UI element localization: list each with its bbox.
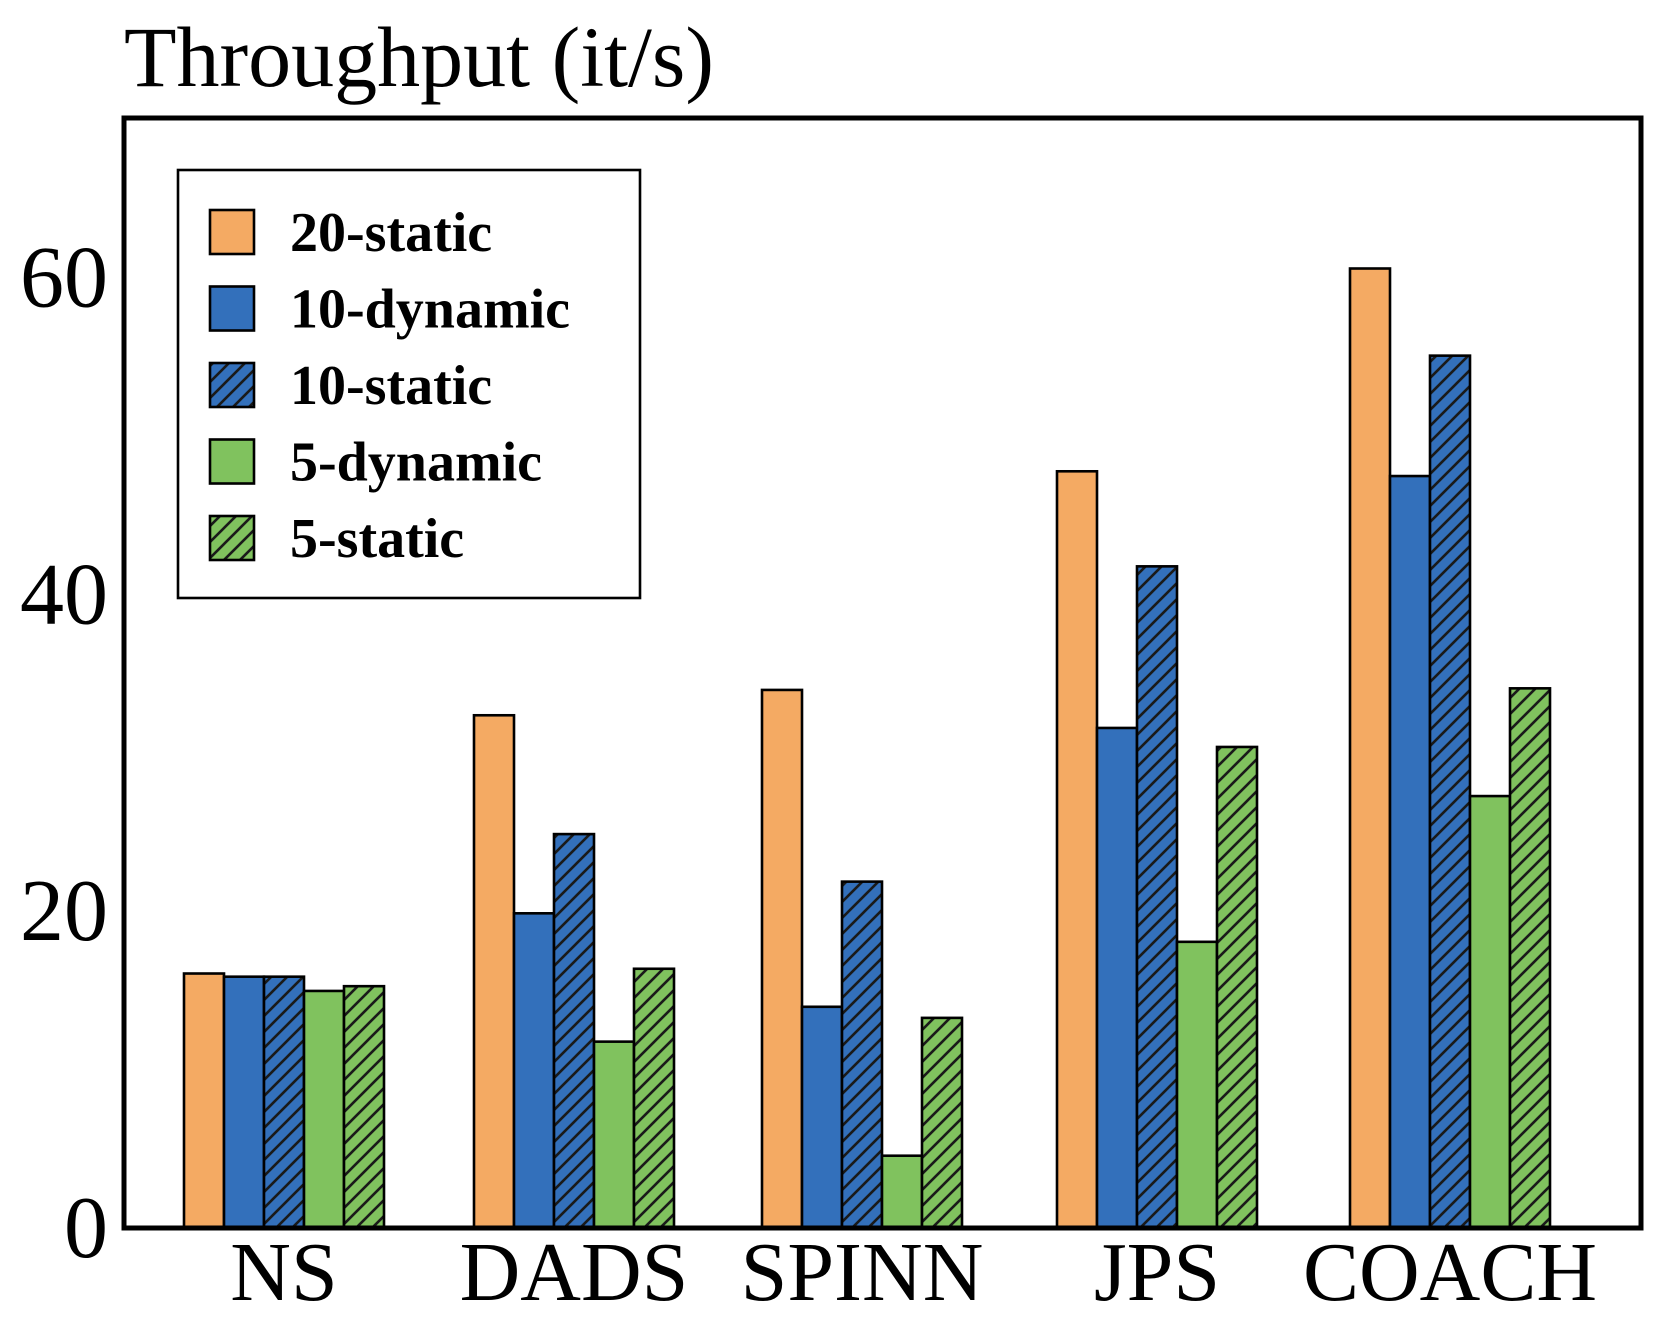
x-tick-label-spinn: SPINN — [741, 1226, 984, 1319]
bar-jps-5-dynamic — [1175, 940, 1219, 1229]
legend-label-10-static: 10-static — [290, 355, 492, 417]
bar-jps-20-static — [1055, 469, 1099, 1229]
bar-coach-10-static — [1428, 354, 1472, 1229]
y-tick-label: 60 — [20, 229, 108, 326]
x-tick-label-dads: DADS — [460, 1226, 689, 1319]
bar-dads-10-dynamic — [512, 912, 556, 1229]
bar-coach-5-dynamic — [1468, 794, 1512, 1229]
bar-jps-5-static — [1215, 745, 1259, 1229]
bar-spinn-10-dynamic — [800, 1005, 844, 1229]
legend-swatch-5-dynamic — [208, 438, 256, 485]
y-tick-label: 40 — [20, 546, 108, 643]
y-tick-label: 0 — [64, 1180, 108, 1277]
bar-coach-10-dynamic — [1388, 474, 1432, 1229]
bars — [182, 267, 1552, 1229]
x-tick-label-ns: NS — [230, 1226, 337, 1319]
legend-label-5-dynamic: 5-dynamic — [290, 432, 542, 494]
legend-swatch-10-dynamic — [208, 285, 256, 332]
legend-swatch-20-static — [208, 208, 256, 256]
bar-ns-10-static — [262, 975, 306, 1229]
bar-ns-5-dynamic — [302, 989, 346, 1229]
legend-swatch-10-static — [208, 361, 256, 409]
bar-dads-5-dynamic — [592, 1040, 636, 1229]
plot-frame — [121, 115, 1644, 1231]
bar-coach-5-static — [1508, 687, 1552, 1229]
bar-ns-10-dynamic — [222, 975, 266, 1229]
legend-label-5-static: 5-static — [290, 508, 464, 570]
bar-spinn-10-static — [840, 880, 884, 1229]
bar-ns-5-static — [342, 984, 386, 1229]
x-tick-label-jps: JPS — [1094, 1226, 1220, 1319]
bar-jps-10-static — [1135, 565, 1179, 1229]
legend: 20-static 10-dynamic 10-static 5-dynamic 5-s… — [176, 168, 642, 600]
x-axis-ticks: NS DADS SPINN JPS COACH — [230, 1226, 1597, 1319]
bar-dads-20-static — [472, 713, 516, 1229]
bar-jps-10-dynamic — [1095, 726, 1139, 1229]
bar-dads-10-static — [552, 832, 596, 1229]
bar-spinn-20-static — [760, 688, 804, 1229]
bar-spinn-5-dynamic — [880, 1154, 924, 1229]
legend-label-20-static: 20-static — [290, 202, 492, 264]
y-axis-ticks: 0 20 40 60 — [20, 229, 108, 1277]
bar-ns-20-static — [182, 972, 226, 1229]
x-tick-label-coach: COACH — [1303, 1226, 1597, 1319]
bar-spinn-5-static — [920, 1016, 964, 1229]
bar-coach-20-static — [1348, 267, 1392, 1229]
y-tick-label: 20 — [20, 863, 108, 960]
bar-dads-5-static — [632, 967, 676, 1229]
legend-swatch-5-static — [208, 514, 256, 562]
chart-title: Throughput (it/s) — [124, 9, 714, 105]
legend-label-10-dynamic: 10-dynamic — [290, 279, 570, 341]
